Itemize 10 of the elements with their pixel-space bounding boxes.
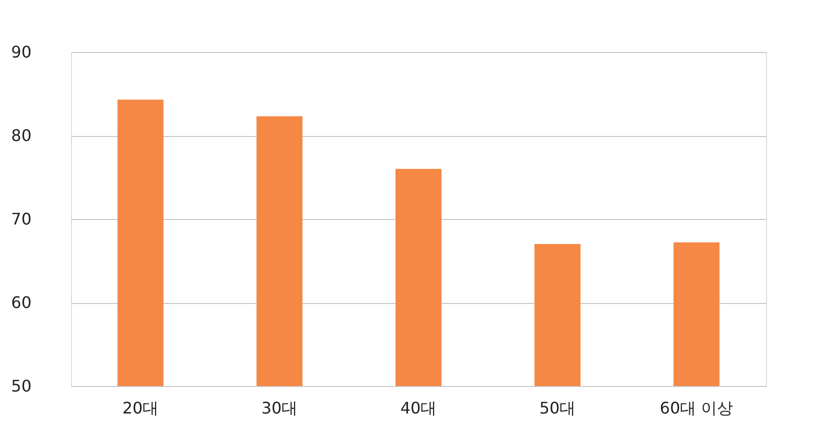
y-tick-label: 70 <box>11 210 32 228</box>
y-tick-label: 60 <box>11 293 32 312</box>
x-tick-label: 50대 <box>539 398 576 418</box>
y-tick-label: 80 <box>11 126 32 145</box>
x-tick-label: 40대 <box>400 398 437 418</box>
x-tick-label: 30대 <box>261 398 298 418</box>
x-tick-label: 20대 <box>122 398 159 418</box>
x-tick-label: 60대 이상 <box>660 398 734 418</box>
y-tick-label: 90 <box>11 42 32 62</box>
y-tick-label: 50 <box>11 376 32 396</box>
